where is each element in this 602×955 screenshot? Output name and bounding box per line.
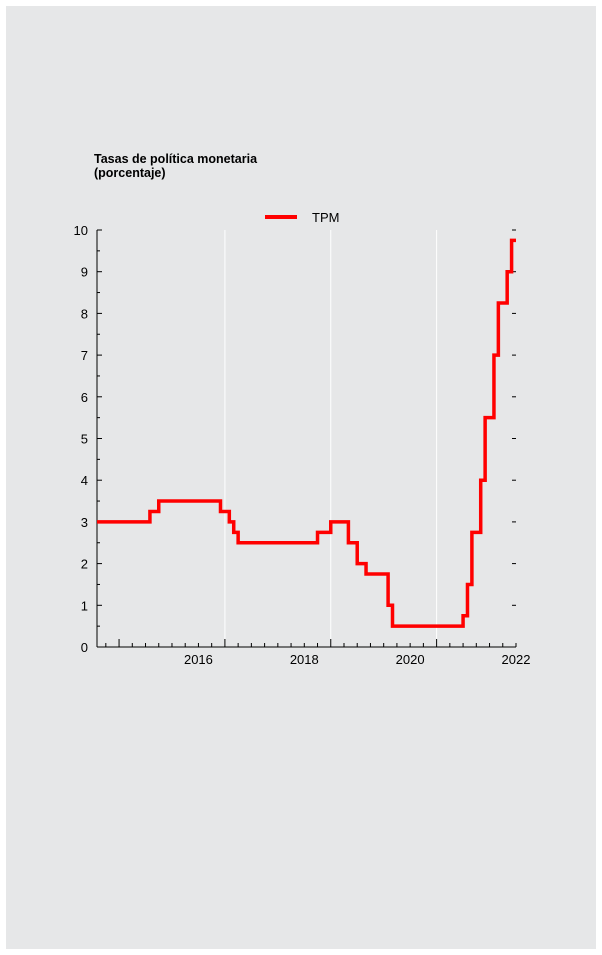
chart-title-block: Tasas de política monetaria (porcentaje) [94, 152, 394, 180]
y-tick-label: 2 [81, 557, 88, 572]
legend-label: TPM [312, 210, 339, 225]
y-tick-label: 8 [81, 306, 88, 321]
x-tick-label: 2022 [502, 652, 531, 667]
chart-title: Tasas de política monetaria [94, 152, 258, 166]
y-tick-label: 3 [81, 515, 88, 530]
x-tick-label: 2016 [184, 652, 213, 667]
chart-panel [6, 6, 596, 949]
x-tick-label: 2018 [290, 652, 319, 667]
y-tick-label: 9 [81, 265, 88, 280]
y-tick-label: 5 [81, 432, 88, 447]
x-tick-label: 2020 [396, 652, 425, 667]
series-line-tpm [97, 238, 516, 628]
y-tick-label: 4 [81, 473, 88, 488]
chart-subtitle: (porcentaje) [94, 166, 166, 180]
y-tick-label: 0 [81, 640, 88, 655]
y-tick-label: 7 [81, 348, 88, 363]
y-tick-label: 6 [81, 390, 88, 405]
y-tick-label: 1 [81, 598, 88, 613]
y-tick-label: 10 [74, 223, 88, 238]
